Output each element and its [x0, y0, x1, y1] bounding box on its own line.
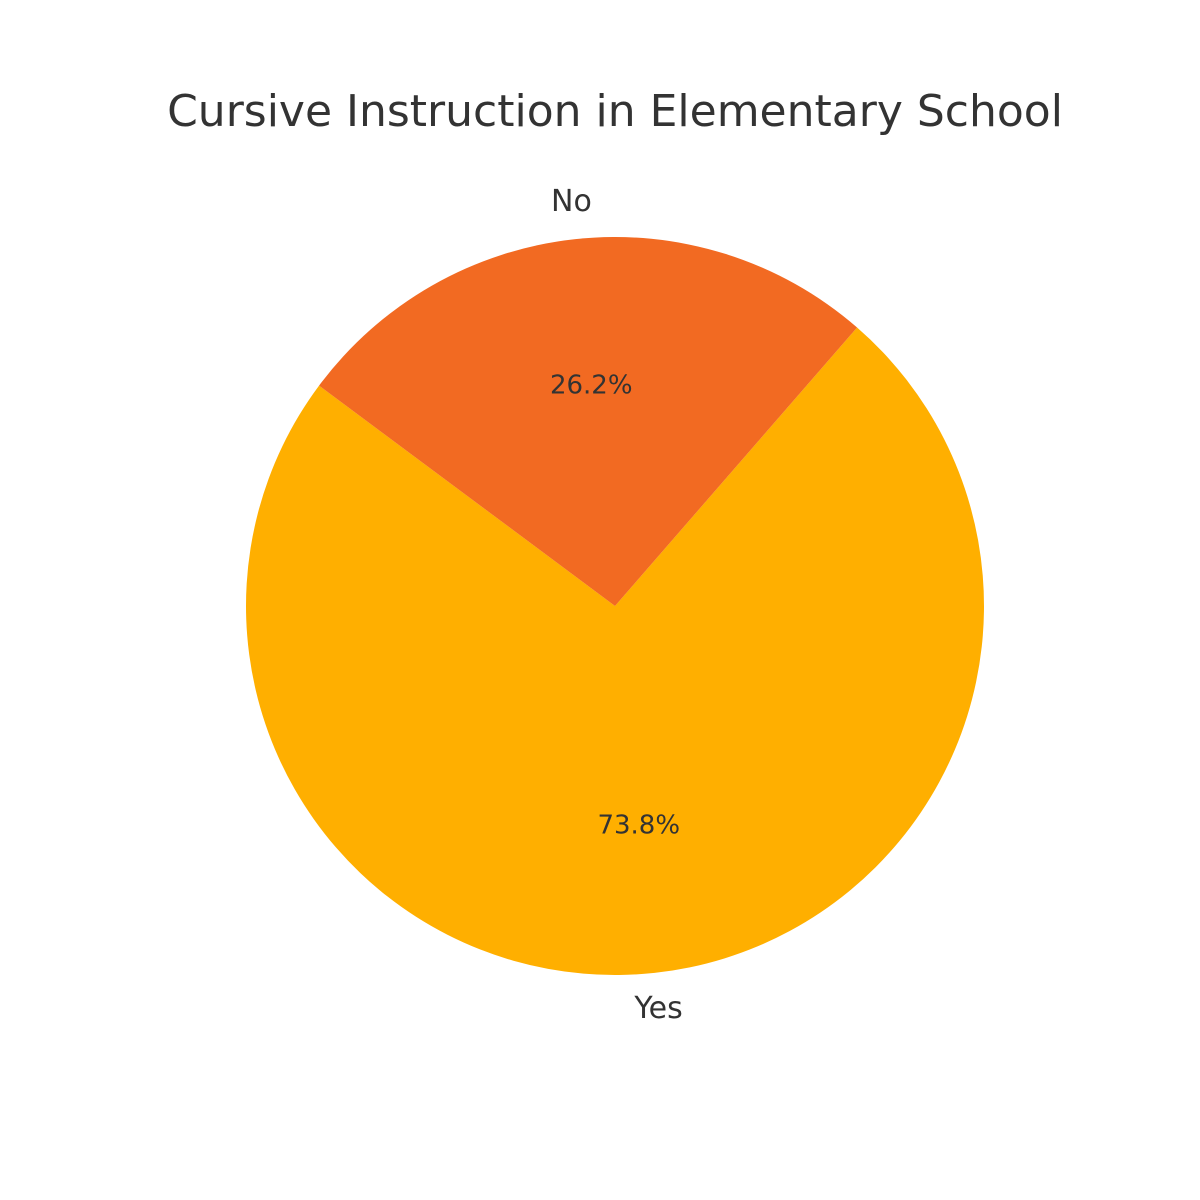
pie-labels: Yes 73.8% No 26.2%	[550, 184, 683, 1026]
pie-slice-yes	[246, 327, 984, 976]
slice-label-yes: Yes	[633, 991, 682, 1026]
slice-label-no: No	[551, 184, 592, 219]
pie-slice-no	[319, 237, 858, 606]
slice-value-no: 26.2%	[550, 370, 633, 400]
slice-value-yes: 73.8%	[597, 811, 680, 841]
chart-title: Cursive Instruction in Elementary School	[167, 86, 1063, 137]
pie-slices	[246, 237, 984, 976]
